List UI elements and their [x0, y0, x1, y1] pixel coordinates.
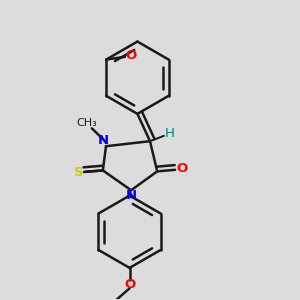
Text: S: S [74, 167, 83, 179]
Text: N: N [98, 134, 109, 147]
Text: O: O [176, 162, 188, 176]
Text: CH₃: CH₃ [77, 118, 98, 128]
Text: N: N [126, 189, 137, 203]
Text: O: O [126, 50, 137, 62]
Text: H: H [165, 127, 174, 140]
Text: O: O [124, 278, 135, 291]
